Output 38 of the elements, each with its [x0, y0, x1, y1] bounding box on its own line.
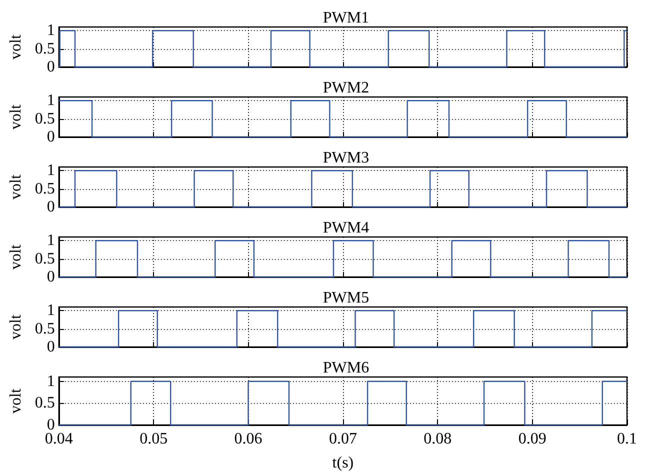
y-tick-label: 0.5 — [34, 40, 55, 58]
x-tick-label: 0.1 — [617, 430, 637, 448]
y-tick-label: 1 — [46, 22, 55, 40]
y-tick-label: 1 — [46, 162, 55, 180]
y-tick-label: 0.5 — [34, 110, 55, 128]
y-tick-label: 0 — [46, 416, 55, 434]
y-tick-label: 0 — [46, 58, 55, 76]
y-tick-label: 0.5 — [34, 320, 55, 338]
x-tick-label: 0.06 — [234, 430, 262, 448]
chart-title: PWM6 — [322, 360, 370, 376]
x-tick-label: 0.04 — [44, 430, 73, 448]
x-tick-label: 0.08 — [424, 430, 452, 448]
y-tick-label: 0.5 — [34, 180, 55, 198]
y-axis-title: volt — [8, 34, 24, 60]
y-axis-title: volt — [8, 244, 24, 270]
x-tick-label: 0.05 — [140, 430, 168, 448]
chart-title: PWM1 — [322, 10, 370, 26]
x-tick-label: 0.07 — [328, 430, 357, 448]
y-tick-label: 0 — [46, 198, 55, 216]
y-axis-title: volt — [8, 388, 24, 414]
chart-title: PWM2 — [322, 80, 370, 96]
y-tick-label: 1 — [46, 302, 55, 320]
y-tick-label: 0.5 — [34, 250, 55, 268]
y-tick-label: 0.5 — [34, 394, 55, 412]
chart-title: PWM5 — [322, 290, 370, 306]
chart-title: PWM3 — [322, 150, 370, 166]
y-tick-label: 1 — [46, 92, 55, 110]
y-tick-label: 1 — [46, 372, 55, 390]
chart-title: PWM4 — [322, 220, 370, 236]
x-axis-title: t(s) — [332, 454, 354, 472]
y-tick-label: 0 — [46, 338, 55, 356]
y-tick-label: 0 — [46, 268, 55, 286]
y-tick-label: 0 — [46, 128, 55, 146]
y-axis-title: volt — [8, 314, 24, 340]
y-axis-title: volt — [8, 104, 24, 130]
y-tick-label: 1 — [46, 232, 55, 250]
x-tick-label: 0.09 — [518, 430, 546, 448]
y-axis-title: volt — [8, 174, 24, 200]
